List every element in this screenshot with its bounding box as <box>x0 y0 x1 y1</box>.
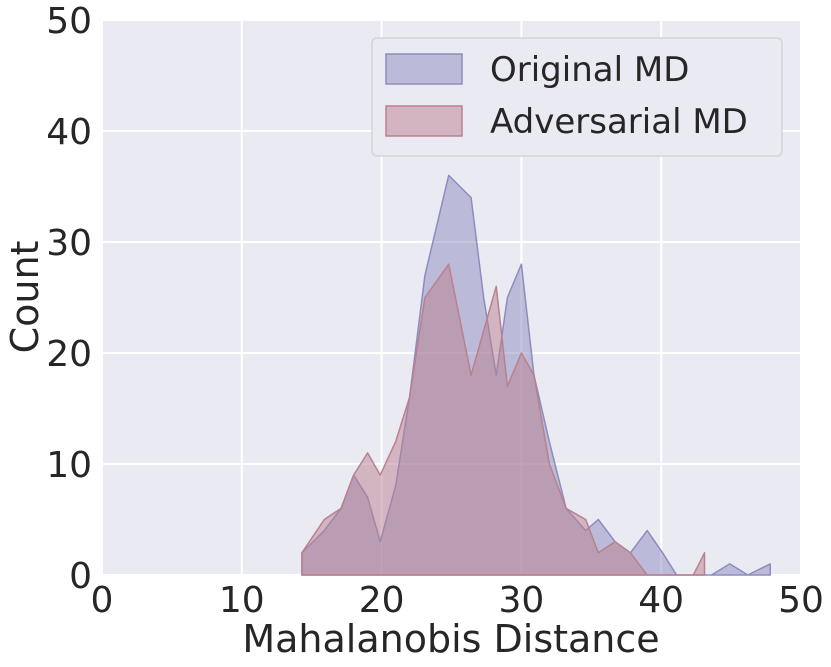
x-tick-label: 30 <box>498 580 544 621</box>
legend-label-original: Original MD <box>490 50 689 90</box>
x-tick-labels: 0 10 20 30 40 50 <box>91 580 824 621</box>
y-tick-label: 40 <box>46 112 92 153</box>
x-tick-label: 10 <box>219 580 265 621</box>
legend: Original MD Adversarial MD <box>371 37 783 157</box>
legend-box <box>371 37 783 157</box>
y-axis-title: Count <box>3 241 47 354</box>
x-tick-label: 0 <box>91 580 114 621</box>
x-tick-label: 40 <box>638 580 684 621</box>
y-tick-label: 50 <box>46 1 92 42</box>
y-tick-labels: 0 10 20 30 40 50 <box>46 1 92 597</box>
legend-swatch-adversarial <box>385 105 463 137</box>
y-tick-label: 10 <box>46 445 92 486</box>
legend-label-adversarial: Adversarial MD <box>490 102 748 142</box>
x-tick-label: 20 <box>359 580 405 621</box>
y-tick-label: 30 <box>46 223 92 264</box>
series-area-adversarial <box>301 263 706 576</box>
legend-swatch-original <box>385 53 463 85</box>
y-tick-label: 0 <box>69 556 92 597</box>
series-areas <box>301 174 771 576</box>
x-tick-label: 50 <box>778 580 824 621</box>
x-axis-title: Mahalanobis Distance <box>242 617 659 661</box>
y-tick-label: 20 <box>46 334 92 375</box>
